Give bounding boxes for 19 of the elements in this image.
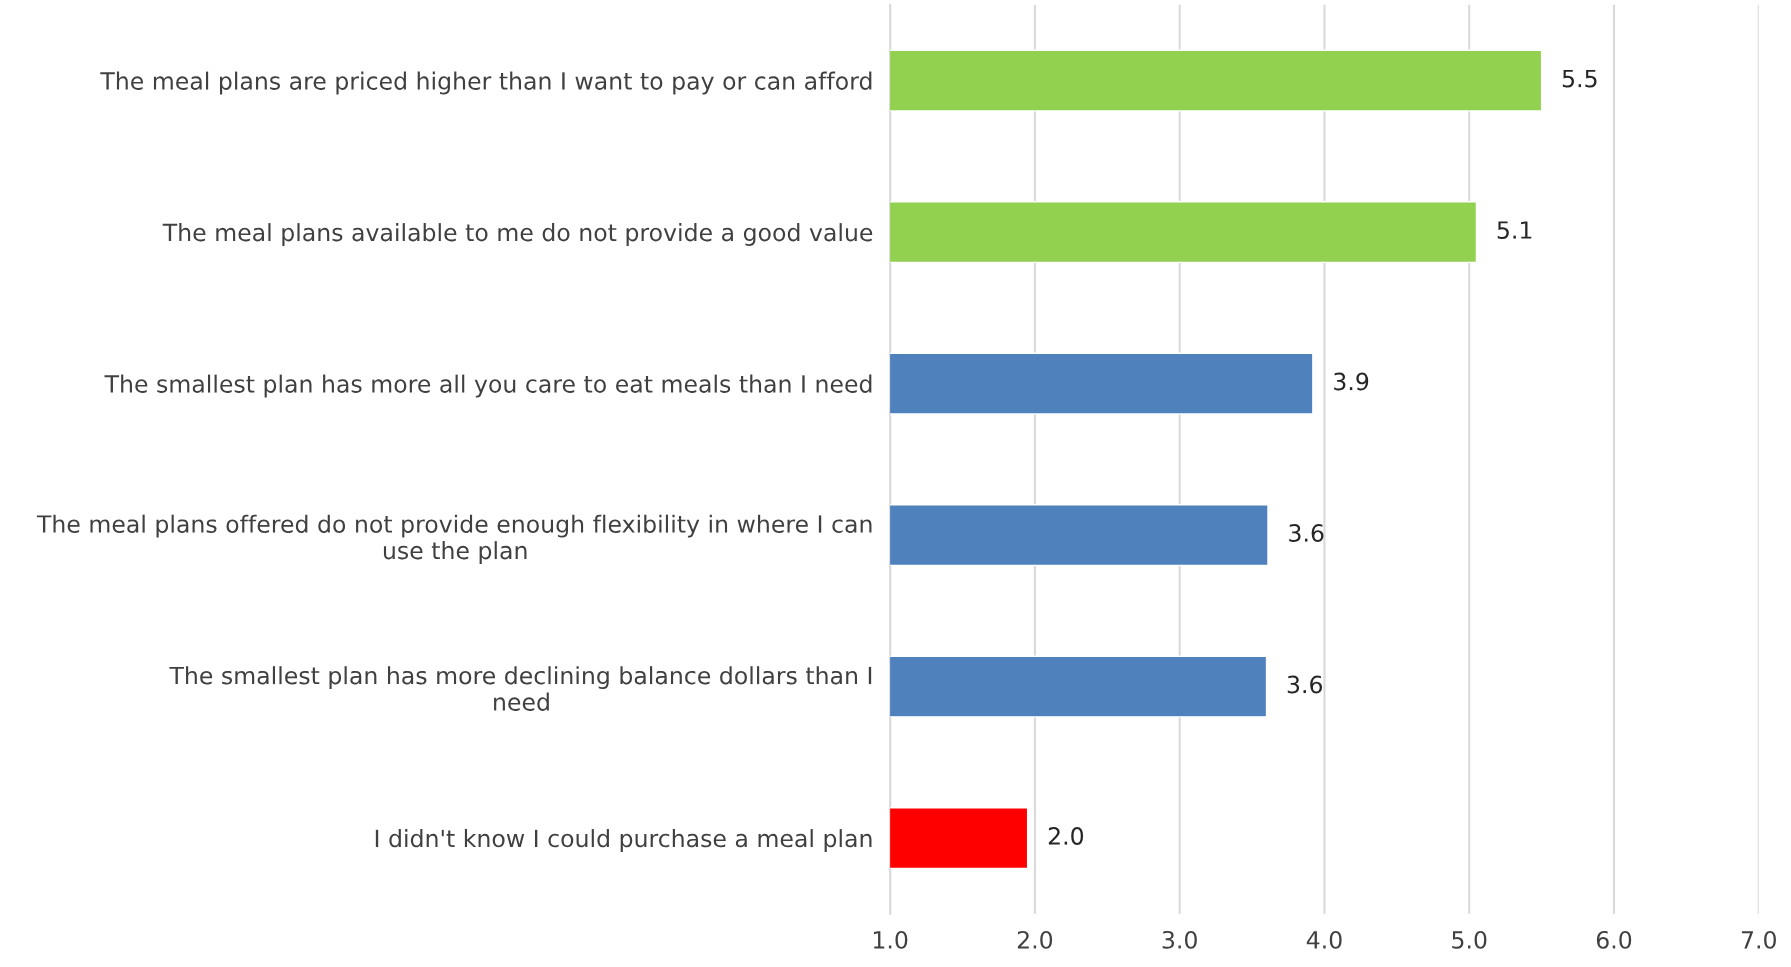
y-tick-label: The meal plans available to me do not provide a good value bbox=[162, 223, 873, 246]
y-tick-label: The smallest plan has more declining balance dollars than I need bbox=[169, 666, 872, 711]
y-tick-label: The smallest plan has more all you care to eat meals than I need bbox=[104, 374, 872, 398]
x-tick-label: 4.0 bbox=[1306, 930, 1342, 949]
data-label: 3.6 bbox=[1289, 524, 1324, 542]
y-tick-label: The meal plans are priced higher than I want to pay or can afford bbox=[100, 71, 872, 95]
data-label: 2.0 bbox=[1048, 827, 1084, 845]
data-label: 3.9 bbox=[1334, 372, 1369, 391]
x-tick-label: 2.0 bbox=[1017, 930, 1053, 949]
x-tick-label: 6.0 bbox=[1596, 930, 1632, 949]
x-tick-label: 3.0 bbox=[1162, 930, 1197, 949]
x-tick-label: 7.0 bbox=[1741, 930, 1776, 949]
data-label: 3.6 bbox=[1287, 675, 1323, 694]
y-tick-label: I didn't know I could purchase a meal plan bbox=[375, 829, 872, 852]
data-label: 5.5 bbox=[1562, 69, 1597, 88]
y-tick-label: The meal plans offered do not provide enough flexibility in where I can use the plan bbox=[36, 514, 872, 564]
x-tick-label: 1.0 bbox=[873, 930, 908, 949]
data-label: 5.1 bbox=[1497, 221, 1532, 239]
x-tick-label: 5.0 bbox=[1452, 930, 1487, 949]
